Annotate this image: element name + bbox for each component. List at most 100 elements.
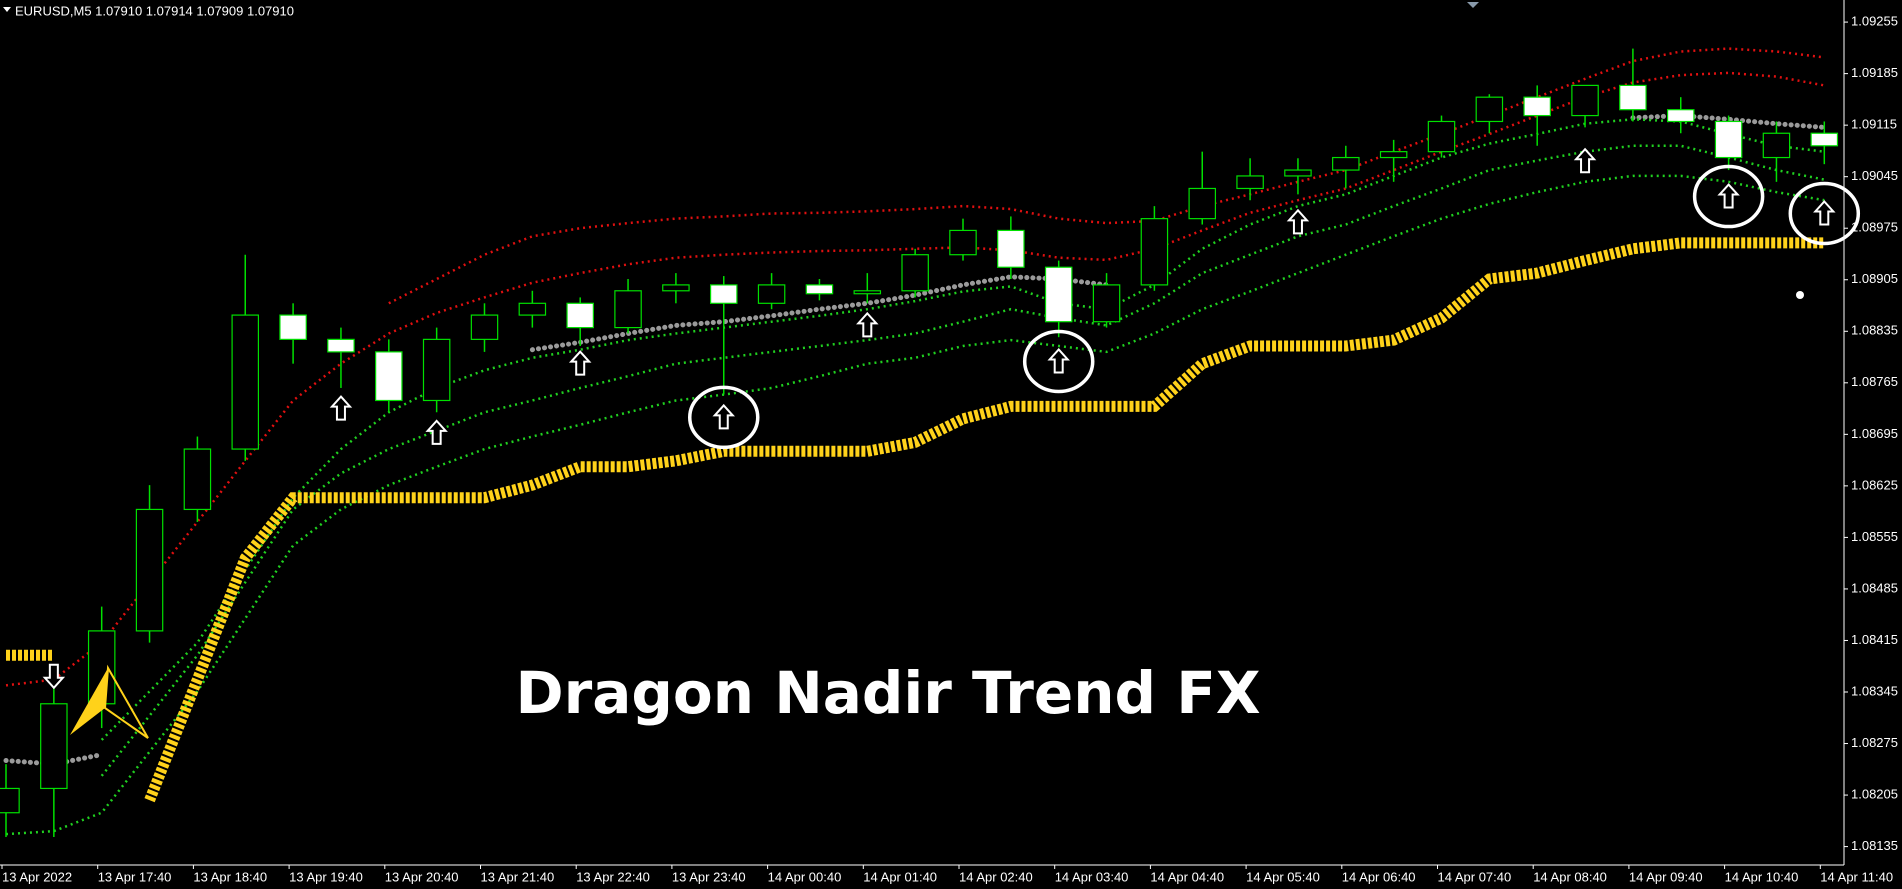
up-arrow	[425, 419, 448, 445]
x-tick-label: 13 Apr 18:40	[193, 869, 267, 884]
candle-body	[1762, 132, 1791, 159]
candle-body	[566, 302, 594, 329]
y-tick-label: 1.08485	[1851, 580, 1898, 595]
indicator-line	[100, 144, 1825, 777]
x-tick-label: 14 Apr 08:40	[1533, 869, 1607, 884]
y-tick-label: 1.09115	[1851, 117, 1897, 132]
y-tick-label: 1.09255	[1851, 14, 1898, 29]
down-arrow	[42, 663, 66, 690]
y-tick-label: 1.08205	[1851, 787, 1898, 802]
x-tick-label: 14 Apr 03:40	[1055, 869, 1129, 884]
y-tick-label: 1.08765	[1851, 374, 1898, 389]
candle-body	[1188, 187, 1217, 220]
x-tick-label: 14 Apr 06:40	[1342, 869, 1416, 884]
candle-body	[614, 290, 642, 329]
candle-body	[1427, 120, 1456, 153]
chart-header: EURUSD,M5 1.07910 1.07914 1.07909 1.0791…	[15, 3, 294, 18]
candle-body	[997, 229, 1025, 268]
x-tick-label: 14 Apr 11:40	[1820, 869, 1893, 884]
candle-body	[949, 229, 977, 256]
signal-triangle	[70, 668, 108, 735]
y-tick-label: 1.09185	[1851, 65, 1898, 80]
up-arrow	[568, 350, 592, 376]
x-tick-label: 13 Apr 21:40	[481, 869, 555, 884]
y-tick-label: 1.08555	[1851, 529, 1898, 544]
candle-body	[375, 351, 403, 402]
signal-circle	[1692, 164, 1765, 229]
candle-body	[1666, 109, 1695, 123]
up-arrow	[329, 395, 353, 421]
x-tick-label: 14 Apr 07:40	[1438, 869, 1512, 884]
candle-body	[1714, 120, 1743, 159]
y-tick-label: 1.08625	[1851, 477, 1898, 492]
candle-body	[1810, 132, 1839, 147]
candle-body	[183, 448, 212, 511]
candle-body	[1571, 84, 1599, 117]
y-tick-label: 1.08345	[1851, 683, 1898, 698]
up-arrow	[1813, 199, 1836, 226]
candle-body	[662, 284, 690, 292]
signal-circle	[1022, 329, 1095, 394]
y-tick-label: 1.08835	[1851, 323, 1898, 338]
x-tick-label: 14 Apr 09:40	[1629, 869, 1703, 884]
chart-title: Dragon Nadir Trend FX	[515, 659, 1260, 727]
indicator-line	[388, 47, 1825, 305]
x-tick-label: 14 Apr 04:40	[1150, 869, 1224, 884]
candle-body	[1092, 284, 1121, 323]
up-arrow	[1286, 208, 1310, 235]
x-tick-label: 14 Apr 01:40	[863, 869, 937, 884]
candle-body	[1475, 96, 1504, 123]
y-tick-label: 1.08695	[1851, 426, 1898, 441]
candle-body	[1284, 169, 1312, 177]
candle-body	[853, 290, 882, 295]
menu-triangle[interactable]	[3, 7, 11, 12]
up-arrow	[1573, 147, 1597, 174]
candle-body	[327, 338, 355, 353]
y-tick-label: 1.08975	[1851, 220, 1898, 235]
candle-body	[422, 338, 451, 402]
x-tick-label: 13 Apr 19:40	[289, 869, 363, 884]
candle-body	[709, 284, 738, 304]
candle-body	[135, 508, 164, 632]
candle-body	[1619, 84, 1647, 111]
dot-marker	[1796, 291, 1804, 299]
y-tick-label: 1.08275	[1851, 735, 1898, 750]
x-tick-label: 13 Apr 22:40	[576, 869, 650, 884]
signal-circle	[688, 385, 760, 450]
x-tick-label: 14 Apr 10:40	[1725, 869, 1799, 884]
x-tick-label: 13 Apr 23:40	[672, 869, 746, 884]
y-tick-label: 1.08135	[1851, 838, 1898, 853]
shift-marker[interactable]	[1467, 2, 1479, 8]
candle-body	[279, 314, 307, 340]
candle-body	[231, 314, 260, 450]
up-arrow	[712, 403, 735, 430]
candle-body	[1332, 156, 1360, 171]
candle-body	[901, 254, 929, 292]
back-layer	[0, 47, 1861, 838]
y-tick-label: 1.08905	[1851, 271, 1898, 286]
up-arrow	[1717, 183, 1740, 209]
x-tick-label: 14 Apr 05:40	[1246, 869, 1320, 884]
up-arrow	[856, 311, 879, 338]
y-tick-label: 1.08415	[1851, 632, 1898, 647]
x-tick-label: 14 Apr 00:40	[768, 869, 842, 884]
candle-body	[805, 284, 834, 295]
x-tick-label: 13 Apr 2022	[2, 869, 72, 884]
signal-triangle-outline	[103, 664, 149, 739]
indicator-line	[6, 237, 1825, 803]
x-tick-label: 13 Apr 17:40	[98, 869, 172, 884]
x-tick-label: 13 Apr 20:40	[385, 869, 459, 884]
y-tick-label: 1.09045	[1851, 168, 1898, 183]
candle-body	[1236, 175, 1264, 190]
candle-body	[0, 787, 20, 814]
indicator-line	[5, 174, 1825, 836]
candle-body	[1044, 266, 1073, 323]
candle-body	[757, 284, 786, 304]
signal-circle	[1788, 181, 1861, 246]
up-arrow	[1047, 347, 1070, 374]
candle-body	[1140, 218, 1169, 286]
candle-body	[1523, 96, 1551, 117]
